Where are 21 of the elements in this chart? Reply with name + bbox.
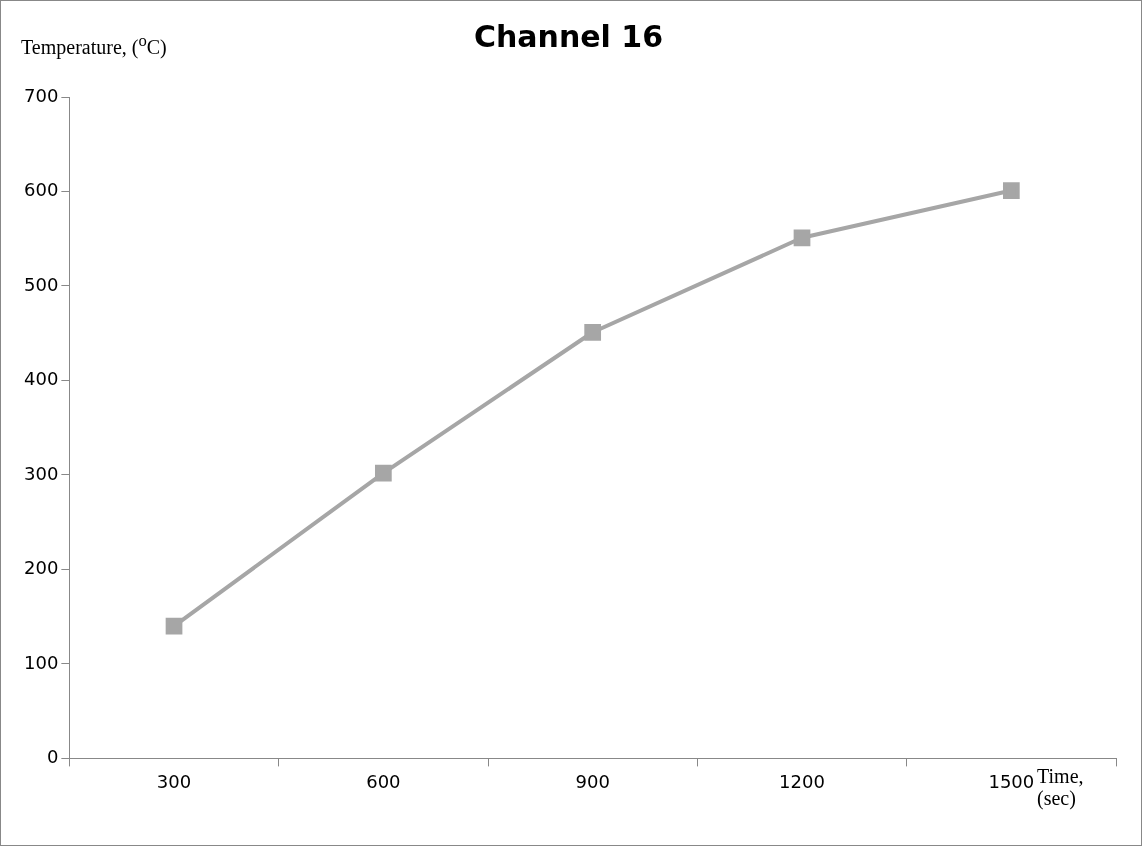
x-tick-label: 300 bbox=[156, 770, 192, 792]
point bbox=[1002, 182, 1020, 199]
y-tick-label: 0 bbox=[46, 746, 59, 768]
x-tick-label: 1500 bbox=[988, 770, 1035, 792]
y-tick-label: 600 bbox=[24, 179, 59, 201]
point bbox=[584, 323, 602, 341]
x-tick-label: 1200 bbox=[779, 770, 825, 792]
y-axis-title: Temperature, ($^{o}$C) bbox=[21, 31, 167, 59]
y-tick-label: 400 bbox=[24, 368, 59, 390]
y-tick-label: 500 bbox=[24, 273, 59, 295]
y-tick-label: 300 bbox=[24, 462, 59, 484]
y-tick-label: 200 bbox=[24, 557, 59, 579]
point bbox=[165, 617, 183, 635]
x-axis-title: Time, (sec) bbox=[1037, 765, 1085, 809]
x-tick-label: 600 bbox=[366, 770, 401, 792]
y-tick-label: 700 bbox=[24, 84, 59, 106]
x-tick-label: 900 bbox=[575, 770, 610, 792]
y-tick-label: 100 bbox=[24, 651, 59, 673]
point bbox=[374, 464, 392, 482]
point bbox=[793, 229, 811, 247]
chart-title: Channel 16 bbox=[473, 18, 664, 54]
